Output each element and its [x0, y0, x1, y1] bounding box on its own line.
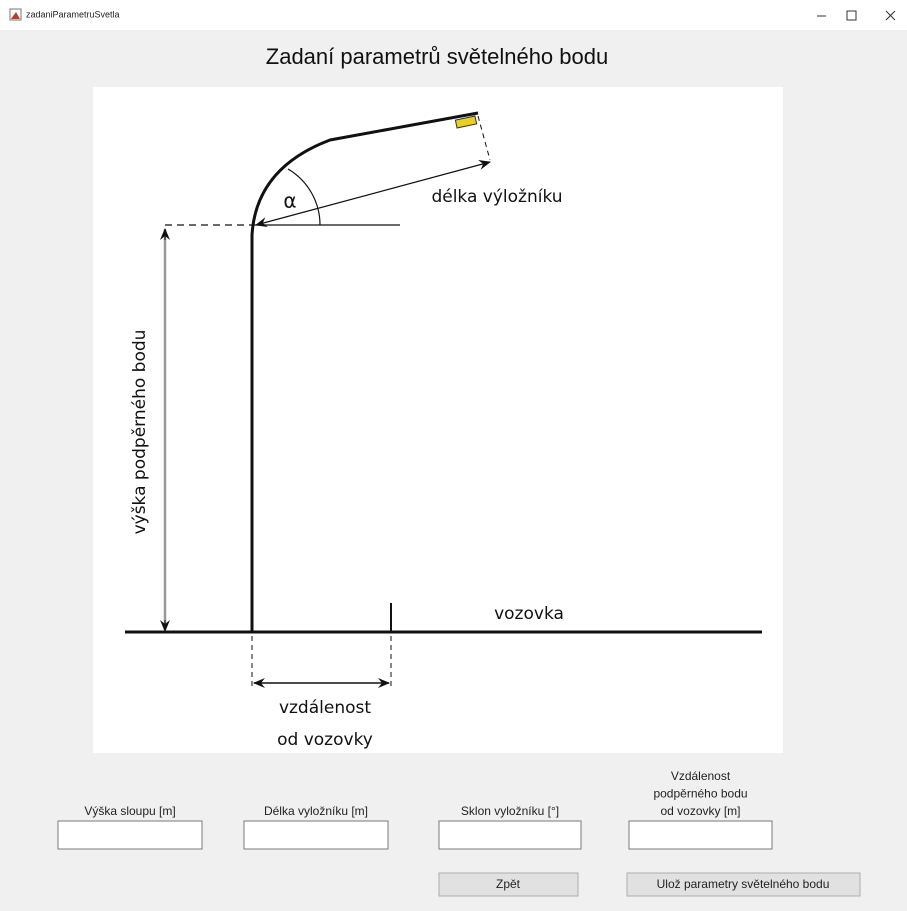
field-label: Sklon vyložníku [°]	[461, 804, 559, 818]
fields: Výška sloupu [m] Délka vyložníku [m] Sklon…	[57, 769, 773, 850]
maximize-button[interactable]	[846, 10, 857, 21]
save-button[interactable]	[626, 872, 861, 897]
angle-arc	[287, 168, 321, 226]
distance-label: vzdálenost	[279, 698, 371, 718]
field-label: Výška sloupu [m]	[84, 804, 175, 818]
back-button-label: Zpět	[496, 877, 521, 891]
text-input[interactable]	[628, 820, 773, 850]
save-button-label: Ulož parametry světelného bodu	[657, 877, 830, 891]
lamp	[454, 115, 478, 129]
window-title: zadaniParametruSvetla	[26, 9, 120, 19]
dashed-line	[477, 115, 491, 161]
heading: Zadaní parametrů světelného bodu	[266, 44, 608, 69]
field-label: podpěrného bodu	[653, 787, 747, 801]
arm-length-label: délka výložníku	[431, 187, 562, 207]
text-input[interactable]	[57, 820, 203, 850]
title-bar	[0, 0, 907, 30]
height-label: výška podpěrného bodu	[130, 330, 150, 535]
field-label: od vozovky [m]	[660, 804, 740, 818]
app-icon	[9, 8, 22, 21]
distance-label: od vozovky	[277, 730, 373, 750]
diagram	[125, 111, 762, 688]
field-label: Vzdálenost	[671, 769, 731, 783]
close-button[interactable]	[885, 10, 896, 21]
back-button[interactable]	[438, 872, 579, 897]
text-input[interactable]	[243, 820, 389, 850]
text-input[interactable]	[438, 820, 582, 850]
road-label: vozovka	[494, 604, 564, 624]
arm-length-arrow	[255, 160, 491, 227]
angle-label: α	[283, 189, 296, 213]
field-label: Délka vyložníku [m]	[264, 804, 368, 818]
